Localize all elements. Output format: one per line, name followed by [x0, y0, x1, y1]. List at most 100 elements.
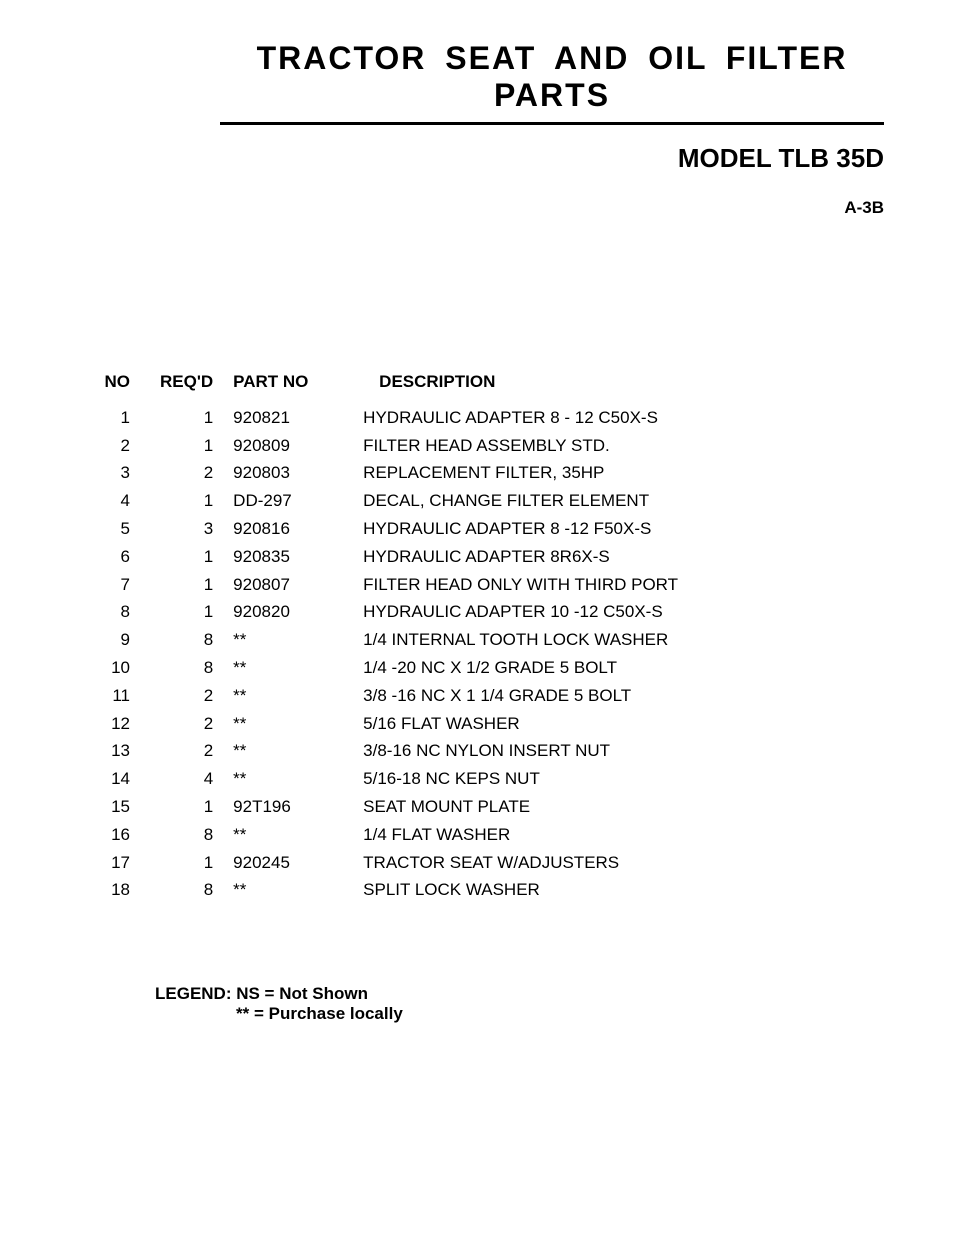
- table-row: 11920821HYDRAULIC ADAPTER 8 - 12 C50X-S: [100, 404, 884, 432]
- table-row: 132**3/8-16 NC NYLON INSERT NUT: [100, 737, 884, 765]
- cell-no: 10: [100, 654, 160, 682]
- cell-reqd: 1: [160, 432, 233, 460]
- cell-reqd: 8: [160, 876, 233, 904]
- cell-reqd: 1: [160, 598, 233, 626]
- table-row: 108**1/4 -20 NC X 1/2 GRADE 5 BOLT: [100, 654, 884, 682]
- cell-desc: FILTER HEAD ASSEMBLY STD.: [363, 432, 884, 460]
- table-header-row: NO REQ'D PART NO DESCRIPTION: [100, 368, 884, 404]
- cell-part: 920245: [233, 849, 363, 877]
- col-header-part: PART NO: [233, 368, 363, 404]
- cell-no: 11: [100, 682, 160, 710]
- legend-line-1: LEGEND: NS = Not Shown: [155, 984, 884, 1004]
- table-row: 122**5/16 FLAT WASHER: [100, 710, 884, 738]
- parts-table: NO REQ'D PART NO DESCRIPTION 11920821HYD…: [100, 368, 884, 904]
- cell-part: 920803: [233, 459, 363, 487]
- col-header-desc: DESCRIPTION: [363, 368, 884, 404]
- cell-reqd: 3: [160, 515, 233, 543]
- cell-desc: FILTER HEAD ONLY WITH THIRD PORT: [363, 571, 884, 599]
- table-row: 53920816HYDRAULIC ADAPTER 8 -12 F50X-S: [100, 515, 884, 543]
- cell-reqd: 4: [160, 765, 233, 793]
- legend: LEGEND: NS = Not Shown ** = Purchase loc…: [155, 984, 884, 1024]
- cell-no: 3: [100, 459, 160, 487]
- cell-part: **: [233, 710, 363, 738]
- cell-no: 2: [100, 432, 160, 460]
- cell-reqd: 8: [160, 654, 233, 682]
- cell-desc: 3/8 -16 NC X 1 1/4 GRADE 5 BOLT: [363, 682, 884, 710]
- col-header-reqd: REQ'D: [160, 368, 233, 404]
- cell-desc: HYDRAULIC ADAPTER 8 - 12 C50X-S: [363, 404, 884, 432]
- legend-line-2: ** = Purchase locally: [236, 1004, 884, 1024]
- cell-desc: REPLACEMENT FILTER, 35HP: [363, 459, 884, 487]
- table-row: 171920245TRACTOR SEAT W/ADJUSTERS: [100, 849, 884, 877]
- cell-reqd: 8: [160, 821, 233, 849]
- cell-reqd: 2: [160, 710, 233, 738]
- cell-part: **: [233, 737, 363, 765]
- table-row: 112**3/8 -16 NC X 1 1/4 GRADE 5 BOLT: [100, 682, 884, 710]
- cell-part: 920820: [233, 598, 363, 626]
- cell-part: **: [233, 654, 363, 682]
- table-row: 71920807FILTER HEAD ONLY WITH THIRD PORT: [100, 571, 884, 599]
- cell-reqd: 2: [160, 737, 233, 765]
- cell-desc: SPLIT LOCK WASHER: [363, 876, 884, 904]
- cell-desc: TRACTOR SEAT W/ADJUSTERS: [363, 849, 884, 877]
- cell-part: **: [233, 682, 363, 710]
- cell-no: 5: [100, 515, 160, 543]
- model-heading: MODEL TLB 35D: [100, 143, 884, 174]
- cell-no: 6: [100, 543, 160, 571]
- cell-part: **: [233, 821, 363, 849]
- cell-desc: 1/4 FLAT WASHER: [363, 821, 884, 849]
- cell-part: 920821: [233, 404, 363, 432]
- cell-part: 920835: [233, 543, 363, 571]
- cell-desc: HYDRAULIC ADAPTER 8 -12 F50X-S: [363, 515, 884, 543]
- cell-reqd: 2: [160, 459, 233, 487]
- cell-part: 920809: [233, 432, 363, 460]
- table-row: 188**SPLIT LOCK WASHER: [100, 876, 884, 904]
- cell-no: 1: [100, 404, 160, 432]
- cell-no: 4: [100, 487, 160, 515]
- cell-reqd: 1: [160, 849, 233, 877]
- cell-desc: 5/16-18 NC KEPS NUT: [363, 765, 884, 793]
- cell-desc: 1/4 -20 NC X 1/2 GRADE 5 BOLT: [363, 654, 884, 682]
- table-row: 41DD-297DECAL, CHANGE FILTER ELEMENT: [100, 487, 884, 515]
- cell-no: 16: [100, 821, 160, 849]
- page-code: A-3B: [100, 198, 884, 218]
- table-row: 32920803REPLACEMENT FILTER, 35HP: [100, 459, 884, 487]
- cell-part: DD-297: [233, 487, 363, 515]
- cell-part: **: [233, 765, 363, 793]
- table-row: 81920820HYDRAULIC ADAPTER 10 -12 C50X-S: [100, 598, 884, 626]
- cell-desc: HYDRAULIC ADAPTER 8R6X-S: [363, 543, 884, 571]
- cell-no: 15: [100, 793, 160, 821]
- cell-reqd: 1: [160, 793, 233, 821]
- col-header-no: NO: [100, 368, 160, 404]
- cell-part: 920807: [233, 571, 363, 599]
- cell-reqd: 1: [160, 543, 233, 571]
- cell-part: **: [233, 626, 363, 654]
- cell-desc: DECAL, CHANGE FILTER ELEMENT: [363, 487, 884, 515]
- cell-no: 18: [100, 876, 160, 904]
- table-row: 98**1/4 INTERNAL TOOTH LOCK WASHER: [100, 626, 884, 654]
- cell-desc: SEAT MOUNT PLATE: [363, 793, 884, 821]
- cell-desc: HYDRAULIC ADAPTER 10 -12 C50X-S: [363, 598, 884, 626]
- cell-reqd: 8: [160, 626, 233, 654]
- cell-desc: 3/8-16 NC NYLON INSERT NUT: [363, 737, 884, 765]
- table-row: 144**5/16-18 NC KEPS NUT: [100, 765, 884, 793]
- cell-part: **: [233, 876, 363, 904]
- cell-desc: 5/16 FLAT WASHER: [363, 710, 884, 738]
- cell-reqd: 1: [160, 571, 233, 599]
- cell-desc: 1/4 INTERNAL TOOTH LOCK WASHER: [363, 626, 884, 654]
- cell-no: 7: [100, 571, 160, 599]
- table-row: 61920835HYDRAULIC ADAPTER 8R6X-S: [100, 543, 884, 571]
- table-row: 168**1/4 FLAT WASHER: [100, 821, 884, 849]
- cell-no: 13: [100, 737, 160, 765]
- cell-no: 8: [100, 598, 160, 626]
- cell-part: 92T196: [233, 793, 363, 821]
- table-row: 15192T196SEAT MOUNT PLATE: [100, 793, 884, 821]
- page-title: TRACTOR SEAT AND OIL FILTER PARTS: [220, 40, 884, 125]
- cell-reqd: 2: [160, 682, 233, 710]
- cell-no: 17: [100, 849, 160, 877]
- cell-part: 920816: [233, 515, 363, 543]
- cell-reqd: 1: [160, 487, 233, 515]
- cell-no: 9: [100, 626, 160, 654]
- table-row: 21920809FILTER HEAD ASSEMBLY STD.: [100, 432, 884, 460]
- cell-no: 12: [100, 710, 160, 738]
